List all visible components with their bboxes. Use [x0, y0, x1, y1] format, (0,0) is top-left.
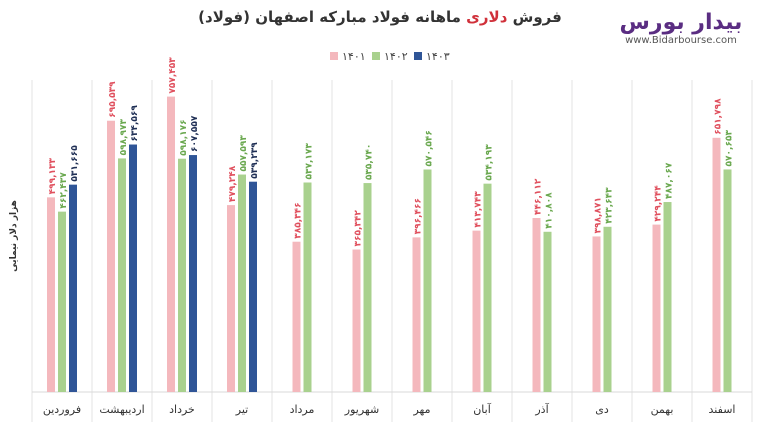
data-label: ۵۹۸,۹۷۳: [119, 119, 129, 156]
x-tick-label: اسفند: [709, 403, 736, 416]
bar: [129, 144, 137, 392]
bar: [412, 237, 421, 392]
x-tick-label: مهر: [412, 403, 430, 416]
data-label: ۴۸۷,۰۶۷: [665, 162, 675, 199]
legend-swatch: [330, 52, 338, 60]
data-label: ۴۷۹,۲۴۸: [228, 165, 238, 202]
bar: [249, 181, 257, 392]
x-tick-label: آذر: [534, 402, 549, 416]
bar: [167, 96, 175, 393]
data-label: ۷۵۷,۴۵۳: [168, 57, 178, 94]
x-tick-label: تیر: [235, 403, 248, 416]
bar: [118, 158, 126, 392]
data-label: ۵۳۴,۱۹۳: [485, 144, 495, 181]
legend-label: ۱۴۰۱: [342, 50, 366, 63]
data-label: ۶۰۷,۵۵۷: [190, 115, 200, 152]
bar: [238, 174, 246, 392]
data-label: ۴۶۲,۴۳۷: [59, 172, 69, 209]
bar: [363, 183, 372, 392]
bar: [423, 169, 432, 392]
bar: [543, 231, 552, 392]
bar: [723, 169, 732, 392]
bar: [652, 224, 661, 392]
y-axis-label: هزار دلار نیمایی: [9, 200, 19, 272]
data-label: ۳۶۵,۳۴۲: [354, 210, 364, 247]
data-label: ۵۳۵,۷۴۰: [365, 144, 375, 180]
data-label: ۴۲۹,۲۴۴: [654, 185, 664, 222]
data-label: ۴۱۰,۸۰۸: [545, 192, 555, 229]
data-label: ۵۷۰,۵۴۶: [425, 130, 435, 166]
data-label: ۴۹۹,۱۳۳: [48, 157, 58, 194]
data-label: ۴۴۶,۱۱۲: [534, 178, 544, 215]
bar: [47, 197, 55, 392]
legend-label: ۱۴۰۳: [426, 50, 450, 63]
x-tick-label: شهریور: [344, 403, 379, 416]
x-tick-label: بهمن: [651, 403, 674, 416]
data-label: ۵۳۷,۱۷۳: [305, 143, 315, 180]
data-label: ۵۳۹,۲۳۹: [250, 142, 260, 179]
logo: بیدار بورس www.Bidarbourse.com: [606, 10, 756, 46]
title-highlight: دلاری: [466, 8, 508, 26]
x-tick-label: آبان: [473, 402, 491, 416]
bar: [352, 249, 361, 392]
title-part: فروش: [512, 8, 562, 26]
chart-title: فروش دلاری ماهانه فولاد مبارکه اصفهان (ف…: [150, 8, 610, 26]
bar: [58, 211, 66, 392]
bar: [483, 183, 492, 392]
bar: [292, 241, 301, 392]
bar: [303, 182, 312, 392]
bar: [69, 184, 77, 392]
bar: [712, 137, 721, 392]
data-label: ۴۲۳,۶۴۳: [605, 187, 615, 224]
data-label: ۳۹۶,۴۶۶: [414, 198, 424, 234]
legend-swatch: [372, 52, 380, 60]
legend-label: ۱۴۰۲: [384, 50, 408, 63]
bar: [189, 155, 197, 392]
data-label: ۴۱۳,۷۴۳: [474, 191, 484, 228]
data-label: ۵۵۷,۵۹۳: [239, 135, 249, 172]
bar: [592, 236, 601, 392]
data-label: ۳۸۵,۳۴۶: [294, 202, 304, 238]
x-tick-label: مرداد: [290, 403, 315, 416]
x-tick-label: دی: [595, 403, 609, 416]
bar: [227, 205, 235, 392]
data-label: ۵۹۸,۱۷۶: [179, 119, 189, 155]
data-label: ۵۷۰,۶۵۳: [725, 130, 735, 167]
data-label: ۶۵۱,۷۹۸: [714, 98, 724, 135]
logo-name: بیدار بورس: [619, 10, 743, 35]
data-label: ۵۳۱,۶۶۵: [70, 145, 80, 182]
title-part: ماهانه فولاد مبارکه اصفهان (فولاد): [198, 8, 461, 26]
data-label: ۶۹۵,۵۳۹: [108, 81, 118, 118]
bar: [178, 158, 186, 392]
x-tick-label: فروردین: [43, 403, 81, 416]
data-label: ۶۳۴,۵۶۹: [130, 105, 140, 142]
x-tick-label: خرداد: [169, 403, 195, 416]
data-label: ۳۹۸,۸۷۱: [594, 197, 604, 233]
bar: [663, 202, 672, 392]
logo-url: www.Bidarbourse.com: [625, 35, 737, 46]
bar: [603, 226, 612, 392]
x-tick-label: اردیبهشت: [99, 403, 144, 416]
legend-swatch: [414, 52, 422, 60]
bar: [472, 230, 481, 392]
bar: [107, 120, 115, 392]
bar: [532, 218, 541, 392]
